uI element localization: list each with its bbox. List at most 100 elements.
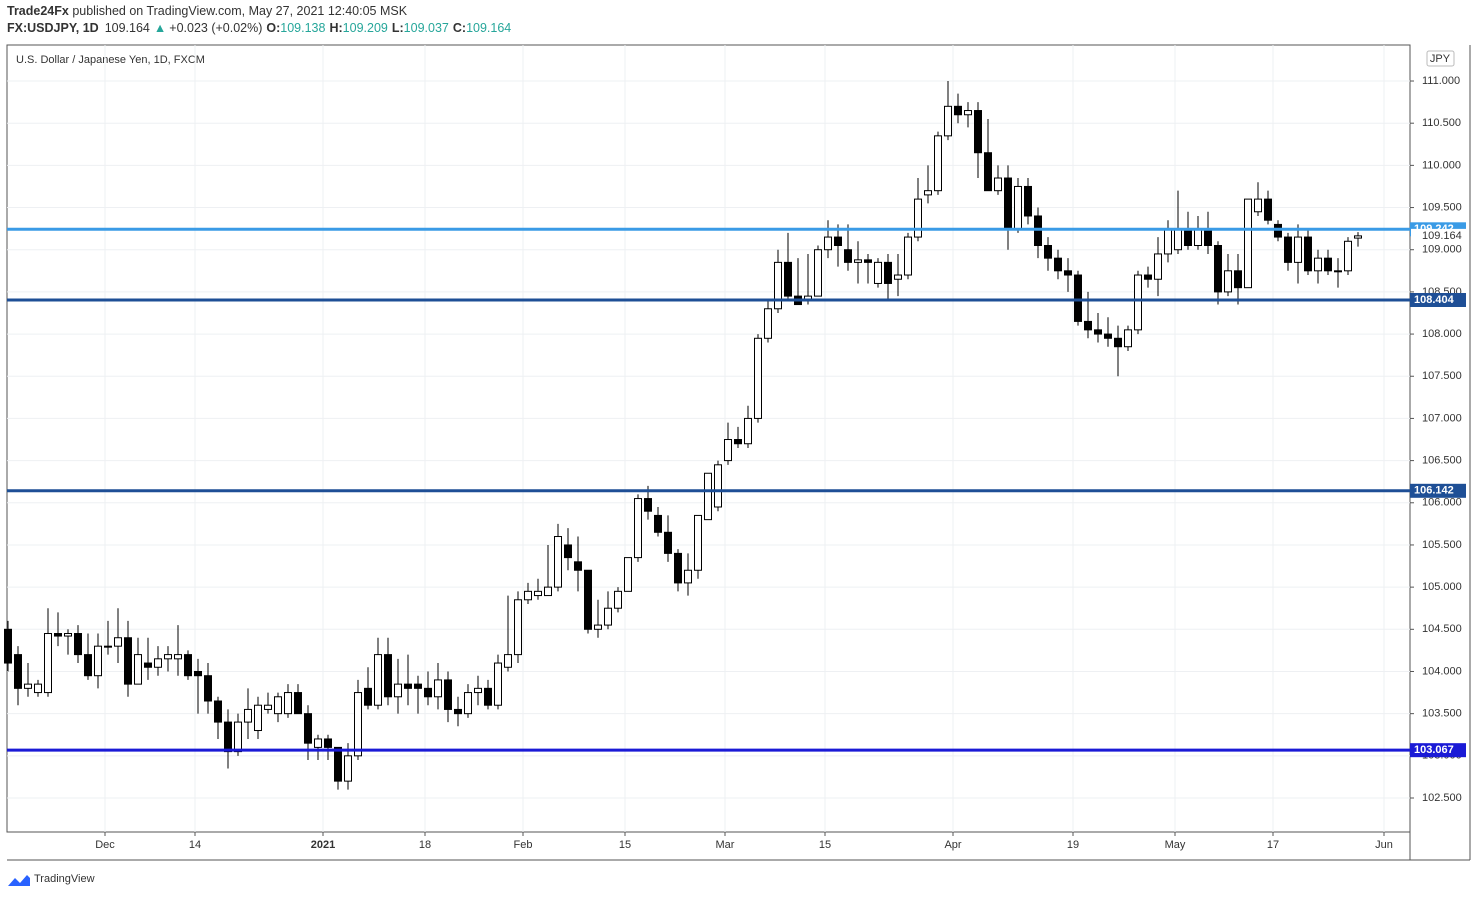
x-tick-label: Apr [944,839,961,851]
candle-body [954,105,962,116]
candle-body [194,670,202,677]
candle-body [174,654,182,660]
x-tick-label: 19 [1067,839,1079,851]
candle-body [994,177,1002,192]
candle-body [544,586,552,597]
candle-body [924,190,932,196]
candle-body [134,654,142,685]
candle-body [204,675,212,702]
candle-body [264,704,272,710]
logo [8,875,30,886]
x-tick-label: Jun [1375,839,1393,851]
candle-body [904,236,912,276]
candle-body [424,687,432,698]
y-tick-label: 105.500 [1422,539,1462,551]
candle-body [1224,270,1232,293]
candle-body [74,633,82,656]
candle-body [724,439,732,462]
candle-body [834,236,842,247]
y-tick-label: 107.000 [1422,412,1462,424]
level-label: 103.067 [1414,744,1454,756]
last-price-box [1411,228,1466,243]
candle-body [504,654,512,668]
candle-body [4,628,12,664]
candle-body [1194,228,1202,247]
candle-body [154,658,162,668]
candle-body [1204,228,1212,247]
change: +0.023 (+0.02%) [169,21,262,35]
ohlc-value: 109.209 [343,21,388,35]
candle-body [964,110,972,116]
candle-body [1254,198,1262,213]
candle-body [684,569,692,584]
level-label-box [1410,743,1466,758]
candle-body [24,683,32,689]
candle-body [1014,185,1022,230]
x-tick-label: Dec [95,839,115,851]
candle-body [1264,198,1272,221]
y-tick-label: 110.500 [1422,117,1461,129]
candle-body [704,472,712,521]
candle-body [734,439,742,445]
candle-body [1144,274,1152,280]
candle-body [1004,177,1012,230]
x-tick-label: 18 [419,839,431,851]
candle-body [274,696,282,715]
currency: JPY [1430,53,1451,65]
candle-body [84,654,92,677]
brand: TradingView [34,873,95,885]
candle-body [604,607,612,626]
ohlc-label: H: [329,21,342,35]
candle-body [404,683,412,689]
x-tick-label: 14 [189,839,201,851]
y-tick-label: 105.000 [1422,581,1462,593]
x-tick-label: 2021 [311,839,335,851]
ohlc-label: O: [266,21,280,35]
last-price-label: 109.164 [1422,230,1462,242]
candle-body [1244,198,1252,289]
candle-body [844,249,852,263]
candle-body [754,337,762,419]
candle-body [1334,270,1342,273]
ohlc-label: C: [453,21,466,35]
header: Trade24Fx published on TradingView.com, … [7,4,408,18]
y-tick-label: 111.000 [1422,75,1460,87]
candle-body [344,755,352,782]
candle-body [234,721,242,753]
candle-body [1104,333,1112,339]
legend: FX:USDJPY, 1D 109.164 ▲ +0.023 (+0.02%) O:10… [7,21,511,35]
candle-body [314,738,322,748]
price: 109.164 [105,21,150,35]
candle-body [484,687,492,706]
candle-body [1324,257,1332,272]
candle-body [1354,235,1362,239]
x-tick-label: 15 [619,839,631,851]
candle-body [414,683,422,689]
candle-body [1124,329,1132,348]
candle-body [874,261,882,284]
candle-body [1054,257,1062,272]
candle-body [474,687,482,694]
x-tick-label: Mar [716,839,735,851]
candle-body [824,236,832,251]
y-tick-label: 102.500 [1422,792,1462,804]
candle-body [444,679,452,710]
y-tick-label: 107.500 [1422,370,1462,382]
candle-body [914,198,922,238]
candle-body [674,552,682,584]
candle-body [94,645,102,677]
y-tick-label: 108.000 [1422,328,1462,340]
y-tick-label: 104.000 [1422,665,1462,677]
candle-body [1294,236,1302,263]
candle-body [514,599,522,656]
candle-body [1044,245,1052,259]
candle-body [454,708,462,715]
author: Trade24Fx [7,4,69,18]
candle-body [654,514,662,533]
candle-body [144,662,152,668]
candle-body [854,259,862,263]
x-tick-label: May [1165,839,1186,851]
candle-body [224,721,232,753]
candle-body [244,708,252,723]
y-tick-label: 103.500 [1422,708,1462,720]
